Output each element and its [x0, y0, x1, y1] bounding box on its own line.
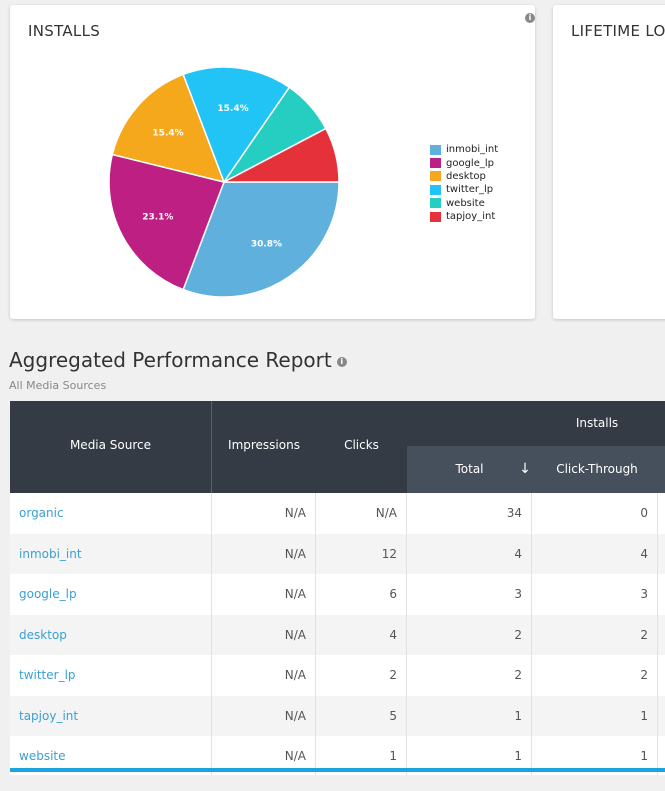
report-title-text: Aggregated Performance Report — [9, 348, 332, 372]
performance-table: Media Source Impressions Clicks Installs… — [10, 401, 665, 775]
click-through-cell: 1 — [640, 708, 648, 723]
installs-total-cell: 3 — [514, 587, 522, 602]
legend-swatch — [430, 171, 441, 182]
installs-total-cell: 1 — [514, 749, 522, 764]
clicks-cell: 12 — [381, 546, 397, 561]
pie-slice-google-lp[interactable] — [108, 153, 226, 291]
impressions-cell: N/A — [284, 587, 306, 602]
installs-title: INSTALLS — [28, 22, 101, 40]
report-subtitle: All Media Sources — [9, 379, 107, 392]
legend-swatch — [430, 184, 441, 195]
table-row: organic N/A N/A 34 0 — [10, 493, 665, 534]
legend-swatch — [430, 198, 441, 209]
media-source-link[interactable]: tapjoy_int — [19, 708, 79, 723]
legend-label: twitter_lp — [446, 184, 494, 196]
lifetime-loyal-card: LIFETIME LOYAL — [553, 5, 665, 319]
media-source-link[interactable]: inmobi_int — [19, 546, 82, 561]
legend-swatch — [430, 158, 441, 169]
legend-label: google_lp — [446, 157, 494, 169]
installs-subheader — [407, 446, 665, 493]
click-through-cell: 2 — [640, 627, 648, 642]
info-icon[interactable]: i — [525, 13, 535, 23]
column-divider — [406, 493, 407, 775]
sort-arrow-icon[interactable]: ↓ — [519, 461, 531, 477]
pie-label-inmobi-int: 30.8% — [251, 240, 282, 250]
impressions-cell: N/A — [284, 668, 306, 683]
click-through-cell: 1 — [640, 749, 648, 764]
clicks-cell: N/A — [375, 506, 397, 521]
media-source-link[interactable]: organic — [19, 506, 64, 521]
impressions-cell: N/A — [284, 627, 306, 642]
pie-slice-tapjoy-int[interactable] — [223, 127, 340, 183]
table-header: Media Source Impressions Clicks Installs… — [10, 401, 665, 493]
column-divider — [211, 493, 212, 775]
pie-label-desktop: 15.4% — [152, 128, 183, 138]
report-title: Aggregated Performance Report i — [9, 348, 347, 372]
pie-label-google-lp: 23.1% — [142, 213, 173, 223]
media-source-link[interactable]: desktop — [19, 627, 67, 642]
info-icon[interactable]: i — [336, 357, 347, 367]
pie-slice-twitter-lp[interactable] — [182, 66, 291, 184]
click-through-cell: 0 — [640, 506, 648, 521]
legend-item-twitter-lp[interactable]: twitter_lp — [430, 183, 498, 196]
pie-slice-desktop[interactable] — [111, 73, 226, 184]
header-installs: Installs — [575, 416, 619, 430]
column-divider — [657, 493, 658, 775]
legend-label: inmobi_int — [446, 144, 499, 156]
header-click-through[interactable]: Click-Through — [556, 462, 638, 476]
installs-total-cell: 1 — [514, 708, 522, 723]
impressions-cell: N/A — [284, 708, 306, 723]
pie-legend: inmobi_int google_lp desktop twitter_lp webs… — [430, 143, 498, 223]
legend-item-google-lp[interactable]: google_lp — [430, 156, 498, 169]
legend-label: tapjoy_int — [446, 211, 496, 223]
column-divider — [315, 493, 316, 775]
legend-item-tapjoy-int[interactable]: tapjoy_int — [430, 210, 498, 223]
clicks-cell: 1 — [389, 749, 397, 764]
legend-item-inmobi-int[interactable]: inmobi_int — [430, 143, 498, 156]
table-row: inmobi_int N/A 12 4 4 — [10, 533, 665, 574]
lifetime-loyal-title: LIFETIME LOYAL — [571, 22, 665, 40]
impressions-cell: N/A — [284, 546, 306, 561]
installs-card: INSTALLS i 30.8% 23.1% 15.4% 15.4% inmobi_i… — [10, 5, 535, 319]
click-through-cell: 2 — [640, 668, 648, 683]
legend-swatch — [430, 211, 441, 222]
installs-total-cell: 34 — [506, 506, 522, 521]
impressions-cell: N/A — [284, 749, 306, 764]
table-row: tapjoy_int N/A 5 1 1 — [10, 695, 665, 736]
legend-swatch — [430, 144, 441, 155]
impressions-cell: N/A — [284, 506, 306, 521]
installs-total-cell: 2 — [514, 668, 522, 683]
media-source-link[interactable]: twitter_lp — [19, 668, 76, 683]
pie-slice-inmobi-int[interactable] — [182, 181, 340, 298]
table-row: google_lp N/A 6 3 3 — [10, 574, 665, 615]
media-source-link[interactable]: google_lp — [19, 587, 77, 602]
clicks-cell: 5 — [389, 708, 397, 723]
clicks-cell: 6 — [389, 587, 397, 602]
installs-total-cell: 4 — [514, 546, 522, 561]
media-source-link[interactable]: website — [19, 749, 66, 764]
column-divider — [531, 493, 532, 775]
legend-item-website[interactable]: website — [430, 197, 498, 210]
header-media-source[interactable]: Media Source — [69, 438, 152, 452]
table-scrollbar[interactable] — [10, 768, 665, 772]
table-row: desktop N/A 4 2 2 — [10, 614, 665, 655]
legend-item-desktop[interactable]: desktop — [430, 170, 498, 183]
installs-total-cell: 2 — [514, 627, 522, 642]
installs-pie-chart: 30.8% 23.1% 15.4% 15.4% — [108, 66, 340, 298]
clicks-cell: 4 — [389, 627, 397, 642]
clicks-cell: 2 — [389, 668, 397, 683]
header-divider — [211, 401, 212, 493]
click-through-cell: 3 — [640, 587, 648, 602]
click-through-cell: 4 — [640, 546, 648, 561]
pie-label-twitter-lp: 15.4% — [217, 104, 248, 114]
legend-label: website — [446, 197, 485, 209]
legend-label: desktop — [446, 170, 486, 182]
header-clicks[interactable]: Clicks — [344, 438, 379, 452]
header-impressions[interactable]: Impressions — [228, 438, 300, 452]
table-row: twitter_lp N/A 2 2 2 — [10, 655, 665, 696]
header-total[interactable]: Total — [455, 462, 484, 476]
